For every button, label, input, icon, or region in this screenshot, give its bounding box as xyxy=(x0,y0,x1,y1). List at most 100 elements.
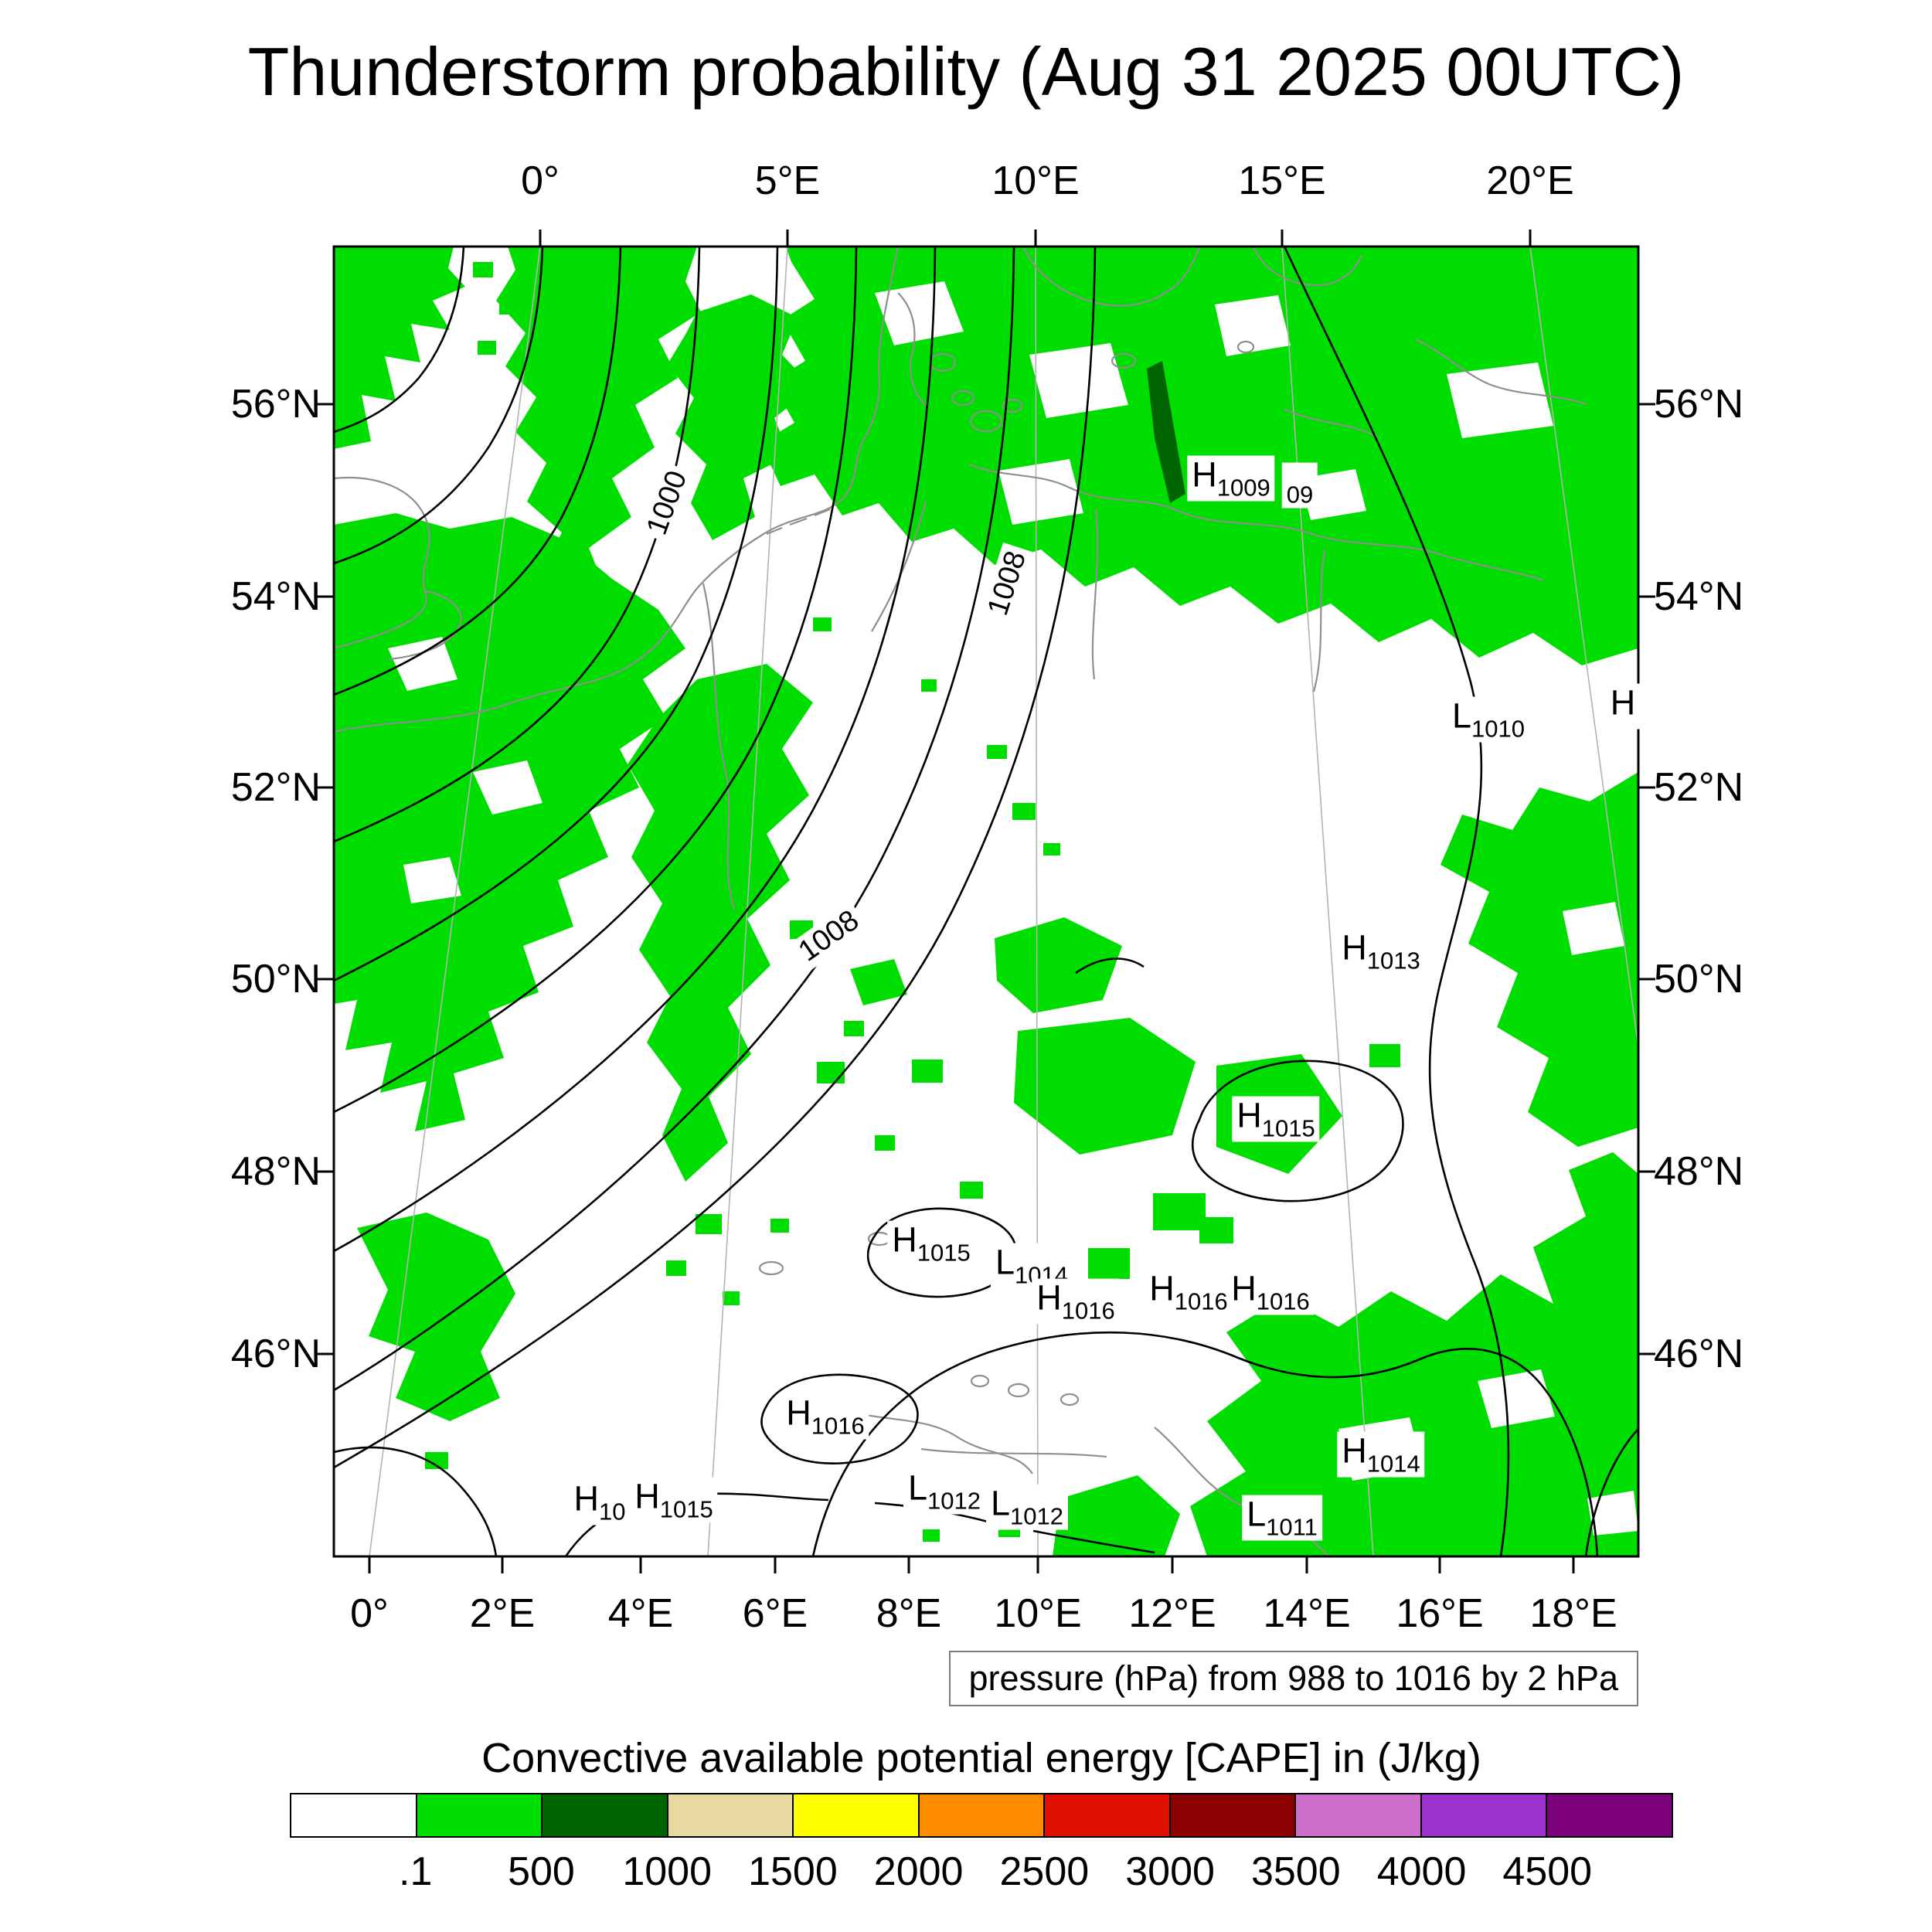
pressure-center-value: 1016 xyxy=(1174,1287,1228,1315)
axis-label-right: 54°N xyxy=(1654,574,1744,619)
pressure-center-label: L1012 xyxy=(986,1483,1068,1530)
pressure-center-label: L1012 xyxy=(903,1468,985,1515)
axis-label-bottom: 10°E xyxy=(994,1591,1082,1636)
pressure-center-value: 1009 xyxy=(1216,474,1270,502)
pressure-center-label: H10 xyxy=(569,1478,631,1526)
pressure-center-label: L1011 xyxy=(1242,1495,1322,1541)
pressure-center-label: 09 xyxy=(1281,462,1318,509)
pressure-center-letter: H xyxy=(634,1476,660,1516)
isobar-value-label: 1008 xyxy=(788,901,870,972)
axis-label-top: 10°E xyxy=(992,158,1080,203)
weather-map xyxy=(317,230,1655,1573)
axis-label-left: 52°N xyxy=(230,765,321,810)
axis-label-top: 5°E xyxy=(754,158,821,203)
cape-green-specks xyxy=(425,262,1400,1542)
colorbar-tick-label: 4000 xyxy=(1376,1849,1467,1894)
pressure-center-value: 1015 xyxy=(917,1239,971,1267)
colorbar-tick-label: 1500 xyxy=(748,1849,838,1894)
pressure-center-letter: H xyxy=(786,1393,811,1433)
colorbar-cell xyxy=(291,1794,417,1836)
coastlines xyxy=(333,246,1587,1557)
colorbar xyxy=(290,1793,1673,1838)
isobar-value-label: 1000 xyxy=(638,462,697,544)
axis-label-bottom: 16°E xyxy=(1396,1591,1484,1636)
axis-label-bottom: 2°E xyxy=(469,1591,536,1636)
pressure-center-label: H1016 xyxy=(781,1393,869,1440)
cape-dark-green-patch xyxy=(1147,361,1185,503)
axis-label-bottom: 14°E xyxy=(1263,1591,1351,1636)
axis-label-left: 56°N xyxy=(230,382,321,427)
axis-label-right: 46°N xyxy=(1654,1332,1744,1376)
pressure-center-letter: L xyxy=(995,1242,1015,1282)
axis-label-right: 50°N xyxy=(1654,957,1744,1002)
axis-label-bottom: 0° xyxy=(350,1591,389,1636)
pressure-center-label: H1016 xyxy=(1032,1277,1120,1325)
colorbar-cell xyxy=(543,1794,668,1836)
pressure-center-letter: H xyxy=(1342,927,1367,968)
pressure-center-letter: L xyxy=(1452,696,1472,736)
pressure-center-letter: H xyxy=(1036,1277,1062,1318)
colorbar-cell xyxy=(1547,1794,1672,1836)
pressure-center-letter: H xyxy=(573,1478,600,1519)
map-frame xyxy=(317,230,1655,1573)
axis-label-bottom: 12°E xyxy=(1128,1591,1216,1636)
map-labels-layer: H1009 09 L1010 H H1013 H1015 H1015 L1014 H1016 H1… xyxy=(334,247,1641,1556)
pressure-center-value: 1013 xyxy=(1366,947,1420,975)
legend-title: Convective available potential energy [C… xyxy=(481,1735,1481,1781)
colorbar-labels: .1 500 1000 1500 2000 2500 3000 3500 4000 4500 xyxy=(290,1849,1673,1900)
axis-label-bottom: 6°E xyxy=(742,1591,808,1636)
colorbar-cell xyxy=(1421,1794,1548,1836)
pressure-center-label: H1015 xyxy=(630,1476,718,1523)
isobars xyxy=(333,246,1639,1557)
colorbar-tick-label: 1000 xyxy=(622,1849,713,1894)
axis-label-right: 48°N xyxy=(1654,1149,1744,1194)
axis-label-right: 52°N xyxy=(1654,765,1744,810)
colorbar-cell xyxy=(1170,1794,1297,1836)
colorbar-tick-label: 2000 xyxy=(873,1849,964,1894)
pressure-center-label: H1015 xyxy=(1232,1095,1320,1142)
pressure-center-label: H xyxy=(1605,683,1641,730)
pressure-center-letter: H xyxy=(1231,1268,1257,1308)
pressure-center-label: H1013 xyxy=(1337,927,1425,975)
axis-label-bottom: 8°E xyxy=(876,1591,942,1636)
colorbar-tick-label: .1 xyxy=(399,1849,433,1894)
pressure-center-value: 1015 xyxy=(659,1495,713,1523)
pressure-center-letter: L xyxy=(991,1483,1011,1523)
pressure-center-value: 1010 xyxy=(1471,715,1525,743)
axis-label-left: 46°N xyxy=(230,1332,321,1376)
colorbar-tick-label: 3000 xyxy=(1125,1849,1215,1894)
colorbar-cell xyxy=(417,1794,543,1836)
colorbar-tick-label: 3500 xyxy=(1250,1849,1341,1894)
pressure-center-letter: H xyxy=(1342,1430,1367,1471)
colorbar-cell xyxy=(1296,1794,1422,1836)
pressure-center-letter: H xyxy=(1149,1268,1175,1308)
pressure-center-letter: H xyxy=(892,1219,917,1260)
axis-label-left: 54°N xyxy=(230,574,321,619)
pressure-center-value: 1012 xyxy=(1010,1502,1063,1530)
pressure-center-label: H1016 xyxy=(1226,1268,1315,1315)
pressure-center-value: 1016 xyxy=(811,1412,865,1440)
axis-label-left: 50°N xyxy=(230,957,321,1002)
pressure-center-value: 1012 xyxy=(927,1487,981,1515)
pressure-center-letter: H xyxy=(1192,454,1217,495)
pressure-center-letter: L xyxy=(1247,1494,1267,1534)
pressure-center-label: H1015 xyxy=(887,1219,975,1267)
pressure-center-value: 1016 xyxy=(1061,1297,1115,1325)
pressure-center-value: 1016 xyxy=(1256,1287,1310,1315)
axis-label-top: 0° xyxy=(521,158,560,203)
colorbar-cell xyxy=(668,1794,794,1836)
isobar-value-label: 1008 xyxy=(980,543,1036,624)
axis-label-top: 15°E xyxy=(1238,158,1326,203)
pressure-center-value: 1014 xyxy=(1366,1450,1420,1478)
pressure-note: pressure (hPa) from 988 to 1016 by 2 hPa xyxy=(948,1651,1638,1706)
colorbar-tick-label: 500 xyxy=(508,1849,575,1894)
pressure-center-label: H1014 xyxy=(1337,1430,1425,1478)
pressure-center-value: 1011 xyxy=(1266,1513,1318,1541)
pressure-center-letter: H xyxy=(1236,1095,1262,1135)
axis-label-bottom: 4°E xyxy=(607,1591,674,1636)
pressure-center-letter: L xyxy=(908,1468,928,1508)
pressure-center-label: H1009 xyxy=(1187,454,1275,502)
pressure-center-value: 10 xyxy=(599,1498,626,1526)
colorbar-cell xyxy=(794,1794,920,1836)
